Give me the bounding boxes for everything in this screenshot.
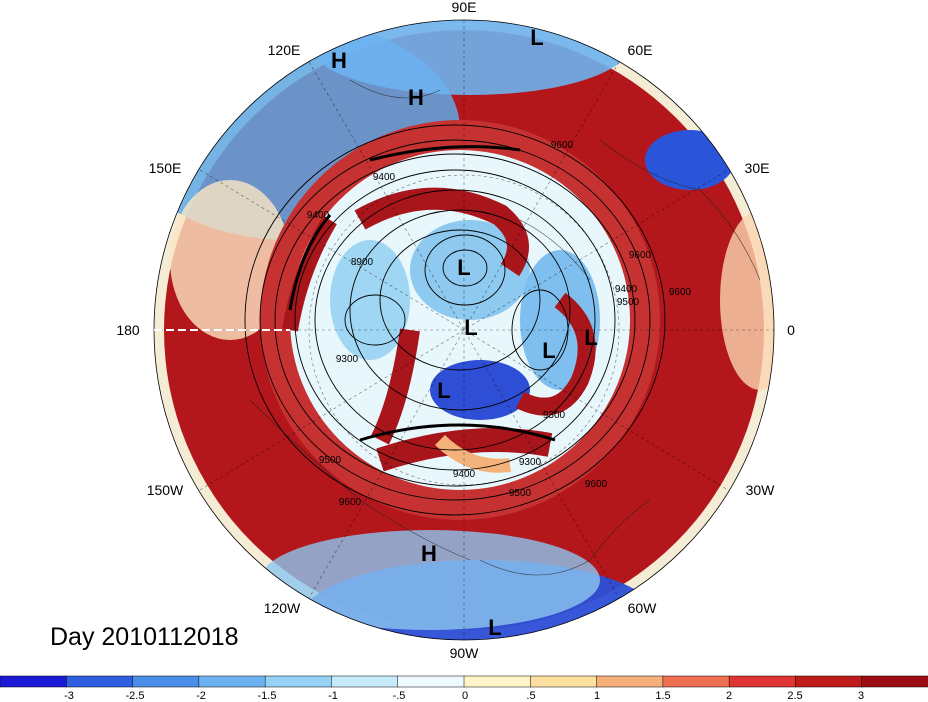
colorbar-swatch xyxy=(397,675,465,688)
lon-label-0: 0 xyxy=(787,322,795,338)
longitude-labels: 90E 60E 30E 0 30W 60W 90W 120W 150W 180 … xyxy=(116,0,795,661)
lon-label-30e: 30E xyxy=(745,160,770,176)
colorbar-swatch xyxy=(331,675,399,688)
colorbar-tick: 1.5 xyxy=(655,690,670,702)
contour-label: 9400 xyxy=(307,210,330,221)
low-marker: L xyxy=(542,338,555,363)
colorbar-swatch xyxy=(264,675,333,688)
lon-label-30w: 30W xyxy=(746,482,776,498)
lon-label-150e: 150E xyxy=(149,160,182,176)
colorbar-swatch xyxy=(530,675,598,688)
colorbar-swatch xyxy=(662,675,730,688)
low-marker: L xyxy=(464,315,477,340)
colorbar-tick: 1 xyxy=(594,690,600,702)
colorbar-swatch xyxy=(728,675,797,688)
colorbar-tick: -3 xyxy=(64,690,74,702)
colorbar-tick: -1.5 xyxy=(258,690,277,702)
colorbar-tick: -1 xyxy=(328,690,338,702)
low-marker: L xyxy=(457,255,470,280)
polar-anomaly-map: 90E 60E 30E 0 30W 60W 90W 120W 150W 180 … xyxy=(50,0,795,661)
contour-label: 9600 xyxy=(551,140,574,151)
anomaly-field xyxy=(154,20,774,640)
lon-label-150w: 150W xyxy=(147,482,184,498)
height-contours xyxy=(244,124,666,516)
lon-label-120w: 120W xyxy=(264,600,301,616)
colorbar-tick: -.5 xyxy=(393,690,406,702)
day-label: Day 2010112018 xyxy=(50,623,239,651)
contour-label: 9300 xyxy=(336,354,359,365)
high-marker: H xyxy=(331,48,347,73)
graticule xyxy=(154,20,774,640)
colorbar-swatches xyxy=(0,675,928,688)
coastlines xyxy=(249,79,761,576)
contour-label: 9500 xyxy=(617,297,640,308)
low-marker: L xyxy=(584,325,597,350)
colorbar-tick: 2 xyxy=(726,690,732,702)
colorbar-swatch xyxy=(463,675,532,688)
colorbar-swatch xyxy=(198,675,266,688)
high-marker: H xyxy=(421,541,437,566)
low-marker: L xyxy=(530,25,543,50)
colorbar-tick: -2 xyxy=(196,690,206,702)
lon-label-90e: 90E xyxy=(452,0,477,15)
colorbar-tick: .5 xyxy=(526,690,535,702)
pressure-markers: L H H L L L L L H L xyxy=(331,25,598,640)
contour-label: 9600 xyxy=(629,250,652,261)
colorbar-swatch xyxy=(795,675,863,688)
colorbar-ticks: -3 -2.5 -2 -1.5 -1 -.5 0 .5 1 1.5 2 2.5 … xyxy=(64,690,864,702)
contour-label: 9500 xyxy=(509,488,532,499)
contour-label: 8900 xyxy=(351,257,374,268)
contour-label: 9400 xyxy=(373,172,396,183)
contour-label: 9400 xyxy=(453,469,476,480)
contour-label: 9500 xyxy=(319,455,342,466)
contour-label: 9600 xyxy=(669,287,692,298)
colorbar-tick: -2.5 xyxy=(126,690,145,702)
colorbar-tick: 3 xyxy=(858,690,864,702)
colorbar-swatch xyxy=(596,675,664,688)
low-marker: L xyxy=(437,378,450,403)
low-marker: L xyxy=(488,615,501,640)
colorbar-swatch xyxy=(66,675,134,688)
contour-label: 9600 xyxy=(585,479,608,490)
lon-label-60w: 60W xyxy=(628,600,658,616)
contour-label: 9400 xyxy=(615,284,638,295)
colorbar-tick: 0 xyxy=(462,690,468,702)
contour-label: 9300 xyxy=(519,457,542,468)
colorbar-tick: 2.5 xyxy=(787,690,802,702)
colorbar-swatch xyxy=(132,675,200,688)
colorbar: -3 -2.5 -2 -1.5 -1 -.5 0 .5 1 1.5 2 2.5 … xyxy=(0,675,928,702)
contour-label: 9300 xyxy=(543,410,566,421)
contour-value-labels: 9600 9400 9300 9500 9300 9400 9500 9600 … xyxy=(307,140,692,508)
lon-label-60e: 60E xyxy=(628,42,653,58)
high-marker: H xyxy=(408,85,424,110)
colorbar-swatch xyxy=(861,675,928,688)
lon-label-180: 180 xyxy=(116,322,140,338)
lon-label-120e: 120E xyxy=(268,42,301,58)
contour-label: 9600 xyxy=(339,497,362,508)
lon-label-90w: 90W xyxy=(450,645,480,661)
colorbar-swatch xyxy=(0,675,68,688)
